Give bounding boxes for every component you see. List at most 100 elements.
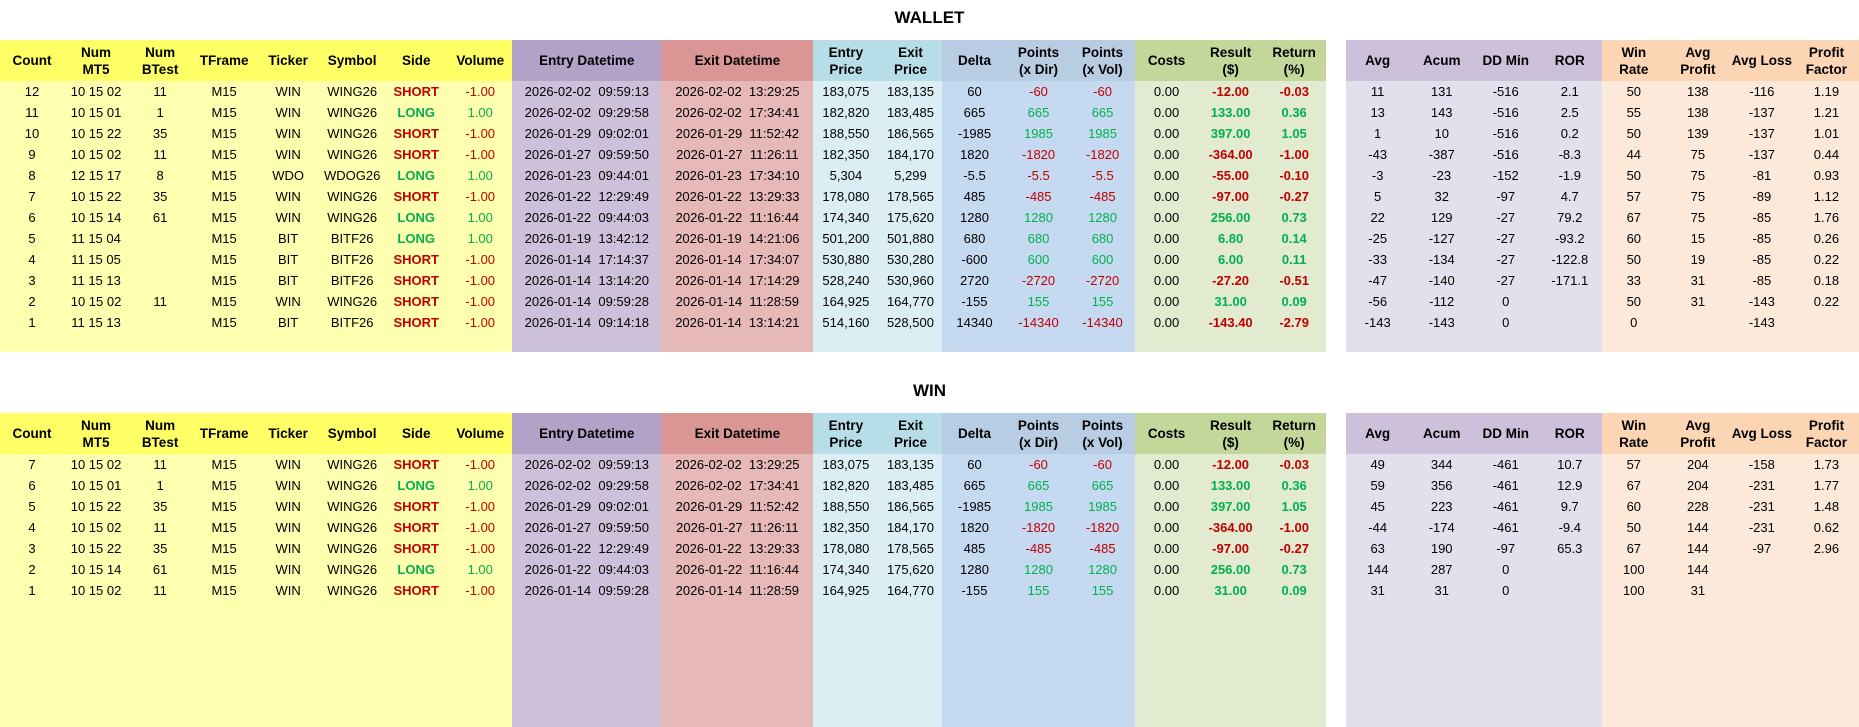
- cell: 10 15 02: [64, 81, 129, 102]
- cell: 2026-01-22 11:16:44: [661, 207, 814, 228]
- gap: [1325, 580, 1346, 601]
- cell: [1793, 312, 1859, 333]
- cell: 22: [1345, 207, 1410, 228]
- gap: [1325, 102, 1346, 123]
- cell: -27.20: [1198, 270, 1263, 291]
- cell: BIT: [256, 270, 321, 291]
- cell: -137: [1729, 123, 1794, 144]
- cell: -97: [1473, 538, 1538, 559]
- cell: 1.00: [448, 165, 513, 186]
- cell: M15: [192, 312, 257, 333]
- cell: 5: [0, 228, 65, 249]
- cell: -1820: [1070, 517, 1135, 538]
- cell: -1.00: [448, 291, 513, 312]
- cell: 131: [1409, 81, 1474, 102]
- cell: 31: [1665, 580, 1730, 601]
- cell: -1.00: [448, 186, 513, 207]
- cell: 0.73: [1262, 207, 1326, 228]
- column-header: Symbol: [320, 413, 385, 454]
- cell: 60: [1601, 496, 1666, 517]
- cell: 100: [1601, 559, 1666, 580]
- cell: 2026-01-22 12:29:49: [512, 186, 662, 207]
- cell: 0.00: [1134, 517, 1199, 538]
- cell: 155: [1070, 291, 1135, 312]
- column-header: Acum: [1409, 40, 1474, 81]
- cell: 1.48: [1793, 496, 1859, 517]
- cell: 1.19: [1793, 81, 1859, 102]
- cell: 10 15 22: [64, 186, 129, 207]
- cell: -0.27: [1262, 186, 1326, 207]
- cell: 10 15 02: [64, 454, 129, 475]
- empty-cell: [1537, 333, 1602, 352]
- cell: -1.9: [1537, 165, 1602, 186]
- cell: WING26: [320, 538, 385, 559]
- cell: 50: [1601, 123, 1666, 144]
- cell: 8: [0, 165, 65, 186]
- cell: -27: [1473, 228, 1538, 249]
- cell: 1280: [1006, 207, 1071, 228]
- cell: -137: [1729, 144, 1794, 165]
- cell: 15: [1665, 228, 1730, 249]
- empty-cell: [1409, 601, 1474, 727]
- cell: WIN: [256, 454, 321, 475]
- body: 7 10 15 02 11 M15 WIN WING26 SHORT -1.00 2026-02…: [0, 454, 1859, 727]
- cell: -364.00: [1198, 144, 1263, 165]
- cell: 204: [1665, 475, 1730, 496]
- column-header: Points (x Dir): [1006, 413, 1071, 454]
- gap: [1325, 270, 1346, 291]
- cell: 287: [1409, 559, 1474, 580]
- cell: 6: [0, 207, 65, 228]
- cell: [1665, 312, 1730, 333]
- cell: 0: [1601, 312, 1666, 333]
- cell: 0: [1473, 559, 1538, 580]
- cell: 183,485: [878, 102, 943, 123]
- cell: WIN: [256, 186, 321, 207]
- cell: 178,080: [813, 186, 879, 207]
- cell: WING26: [320, 123, 385, 144]
- cell: -364.00: [1198, 517, 1263, 538]
- cell: -8.3: [1537, 144, 1602, 165]
- cell: 186,565: [878, 496, 943, 517]
- cell: -143: [1729, 291, 1794, 312]
- gap: [1325, 228, 1346, 249]
- cell: M15: [192, 207, 257, 228]
- trade-row: 1 11 15 13 M15 BIT BITF26 SHORT -1.00 2026-01-1…: [0, 312, 1859, 333]
- cell: WING26: [320, 102, 385, 123]
- cell: WING26: [320, 291, 385, 312]
- cell: 4: [0, 249, 65, 270]
- cell: 2.5: [1537, 102, 1602, 123]
- column-header: DD Min: [1473, 40, 1538, 81]
- cell: 65.3: [1537, 538, 1602, 559]
- column-header: ROR: [1537, 413, 1602, 454]
- cell: 60: [942, 454, 1007, 475]
- cell: 4.7: [1537, 186, 1602, 207]
- cell: BITF26: [320, 270, 385, 291]
- cell: -600: [942, 249, 1007, 270]
- cell: -1.00: [448, 538, 513, 559]
- gap: [1325, 81, 1346, 102]
- cell: 0.00: [1134, 454, 1199, 475]
- cell: SHORT: [384, 123, 449, 144]
- cell: 7: [0, 186, 65, 207]
- cell: 0.09: [1262, 580, 1326, 601]
- cell: SHORT: [384, 186, 449, 207]
- data-table: Count Num MT5 Num BTest TFrame Ticker Symbol S…: [0, 413, 1859, 727]
- cell: 31: [1665, 270, 1730, 291]
- cell: M15: [192, 538, 257, 559]
- cell: 0.00: [1134, 123, 1199, 144]
- empty-cell: [192, 333, 257, 352]
- gap: [1325, 186, 1346, 207]
- cell: 10: [1409, 123, 1474, 144]
- cell: -1820: [1070, 144, 1135, 165]
- cell: 6.80: [1198, 228, 1263, 249]
- cell: 10.7: [1537, 454, 1602, 475]
- column-header: Result ($): [1198, 40, 1263, 81]
- cell: M15: [192, 496, 257, 517]
- gap: [1325, 601, 1346, 727]
- trade-row: 7 10 15 22 35 M15 WIN WING26 SHORT -1.00 2026-01…: [0, 186, 1859, 207]
- cell: -0.10: [1262, 165, 1326, 186]
- cell: 50: [1601, 249, 1666, 270]
- cell: WIN: [256, 102, 321, 123]
- cell: 19: [1665, 249, 1730, 270]
